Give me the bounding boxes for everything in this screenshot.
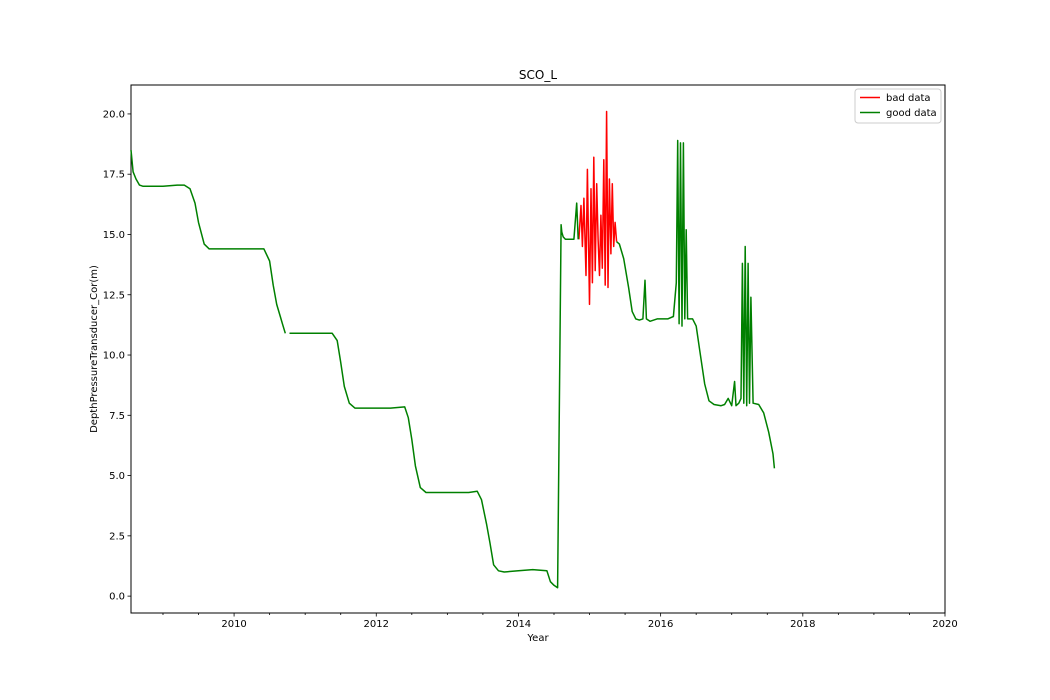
series-layer [130,110,776,589]
y-tick-label: 12.5 [103,290,125,301]
x-tick-label: 2014 [506,619,531,630]
plot-area [130,84,946,614]
x-tick-label: 2012 [364,619,389,630]
series-line-bad-data [578,110,618,306]
x-tick-label: 2010 [221,619,246,630]
y-tick-label: 0.0 [109,592,125,603]
series-line-good-data [130,139,776,589]
y-axis-ticks: 0.0 2.5 5.0 7.5 10.0 12.5 15.0 17.5 20.0 [103,109,131,603]
y-tick-label: 15.0 [103,230,125,241]
legend: bad data good data [854,88,942,124]
chart-title: SCO_L [519,68,557,82]
plot-frame [130,84,946,614]
y-tick-label: 7.5 [109,411,125,422]
y-tick-label: 2.5 [109,531,125,542]
x-axis-ticks: 2010 2012 2014 2016 2018 2020 [162,613,958,630]
y-tick-label: 20.0 [103,109,125,120]
x-tick-label: 2020 [932,619,957,630]
y-tick-label: 10.0 [103,351,125,362]
x-tick-label: 2016 [648,619,673,630]
x-tick-label: 2018 [790,619,815,630]
y-tick-label: 17.5 [103,170,125,181]
y-axis-label: DepthPressureTransducer_Cor(m) [89,265,100,433]
y-tick-label: 5.0 [109,471,125,482]
legend-label-good-data: good data [886,108,937,119]
x-axis-label: Year [526,633,549,644]
legend-label-bad-data: bad data [886,93,931,104]
